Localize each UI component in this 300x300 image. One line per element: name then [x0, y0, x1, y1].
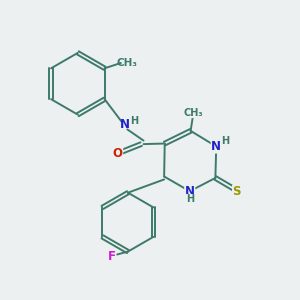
- Text: S: S: [232, 185, 241, 198]
- Text: N: N: [211, 140, 221, 153]
- Text: CH₃: CH₃: [183, 108, 203, 118]
- Text: N: N: [185, 185, 195, 198]
- Text: N: N: [120, 118, 130, 131]
- Text: H: H: [186, 194, 194, 205]
- Text: H: H: [221, 136, 229, 146]
- Text: CH₃: CH₃: [117, 58, 138, 68]
- Text: H: H: [130, 116, 139, 126]
- Text: F: F: [108, 250, 116, 262]
- Text: O: O: [112, 147, 123, 160]
